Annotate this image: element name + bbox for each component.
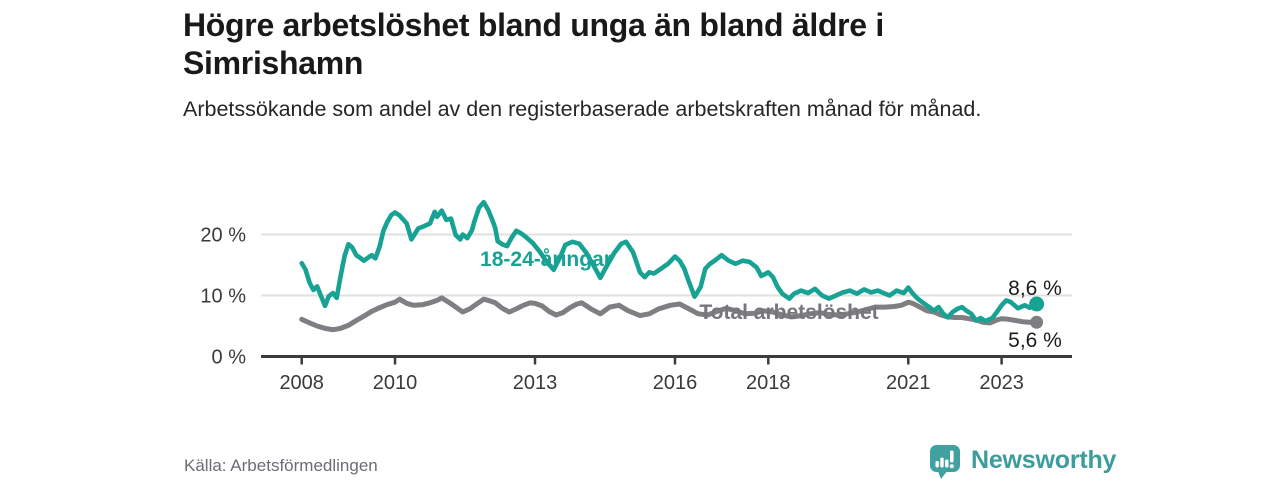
logo-bubble-shape: [930, 445, 960, 472]
series-end-value-total: 5,6 %: [1008, 329, 1062, 352]
series-end-dot-young: [1029, 296, 1045, 312]
newsworthy-logo-text: Newsworthy: [971, 445, 1117, 474]
x-axis-label: 2018: [746, 372, 791, 394]
series-line-total: [299, 295, 1040, 333]
x-axis-label: 2013: [513, 372, 558, 394]
logo-bar-chart-glyph: [935, 450, 954, 469]
x-axis-label: 2008: [279, 372, 324, 394]
chart-title: Högre arbetslöshet bland unga än bland ä…: [183, 7, 884, 81]
series-end-value-young: 8,6 %: [1008, 277, 1062, 300]
series-label-total: Total arbetslöshet: [699, 301, 878, 324]
y-axis-label: 20 %: [200, 225, 246, 247]
newsworthy-logo: Newsworthy: [929, 444, 1116, 480]
logo-bubble-tail: [937, 470, 948, 479]
source-note: Källa: Arbetsförmedlingen: [184, 456, 378, 475]
x-axis-label: 2023: [979, 372, 1024, 394]
x-axis-label: 2021: [886, 372, 931, 394]
series-end-dot-total: [1030, 315, 1044, 329]
series-label-young: 18-24-åringar: [480, 248, 612, 271]
series-line-young: [299, 199, 1039, 324]
y-axis-label: 10 %: [200, 286, 246, 308]
chart-subtitle: Arbetssökande som andel av den registerb…: [183, 97, 982, 121]
x-axis-label: 2010: [373, 372, 418, 394]
x-axis-label: 2016: [653, 372, 698, 394]
y-axis-label: 0 %: [212, 347, 247, 369]
newsworthy-logo-icon: [930, 445, 960, 479]
